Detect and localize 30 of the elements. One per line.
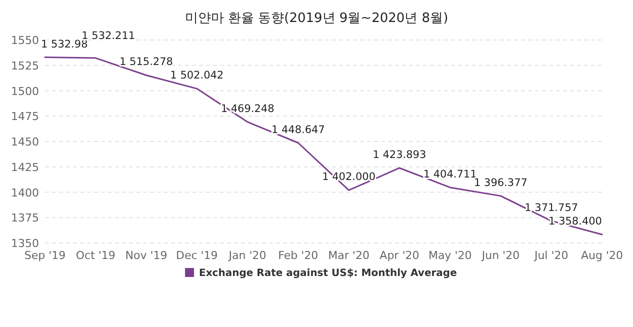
y-tick-label: 1425 bbox=[11, 160, 39, 174]
x-tick-label: Jun '20 bbox=[480, 249, 520, 262]
x-tick-label: Apr '20 bbox=[380, 249, 420, 262]
data-label: 1 532.98 bbox=[41, 38, 88, 50]
y-tick-label: 1350 bbox=[11, 237, 39, 250]
x-tick-label: Dec '19 bbox=[176, 249, 218, 262]
line-series bbox=[44, 56, 603, 236]
chart-title: 미얀마 환율 동향(2019년 9월~2020년 8월) bbox=[184, 11, 448, 26]
y-tick-label: 1400 bbox=[11, 186, 39, 200]
x-tick-label: Nov '19 bbox=[125, 249, 168, 262]
x-tick-label: Jul '20 bbox=[533, 249, 568, 262]
legend-label: Exchange Rate against US$: Monthly Average bbox=[199, 268, 458, 279]
x-tick-label: Aug '20 bbox=[581, 249, 623, 262]
x-tick-label: Mar '20 bbox=[328, 249, 370, 262]
x-tick-label: May '20 bbox=[428, 249, 472, 262]
data-label: 1 404.711 bbox=[423, 168, 477, 180]
y-tick-label: 1375 bbox=[11, 212, 39, 225]
data-label: 1 423.893 bbox=[372, 149, 426, 161]
x-tick-label: Jan '20 bbox=[228, 249, 266, 262]
data-label: 1 396.377 bbox=[474, 176, 528, 189]
y-tick-label: 1550 bbox=[11, 34, 39, 47]
x-tick-label: Sep '19 bbox=[24, 249, 66, 262]
data-label: 1 502.042 bbox=[170, 70, 224, 82]
y-tick-label: 1450 bbox=[11, 136, 39, 148]
x-tick-label: Oct '19 bbox=[76, 249, 116, 262]
data-label: 1 515.278 bbox=[120, 56, 173, 68]
y-tick-label: 1525 bbox=[11, 59, 39, 72]
x-tick-label: Feb '20 bbox=[278, 249, 318, 262]
y-tick-label: 1500 bbox=[11, 84, 39, 98]
y-tick-label: 1475 bbox=[11, 110, 39, 124]
